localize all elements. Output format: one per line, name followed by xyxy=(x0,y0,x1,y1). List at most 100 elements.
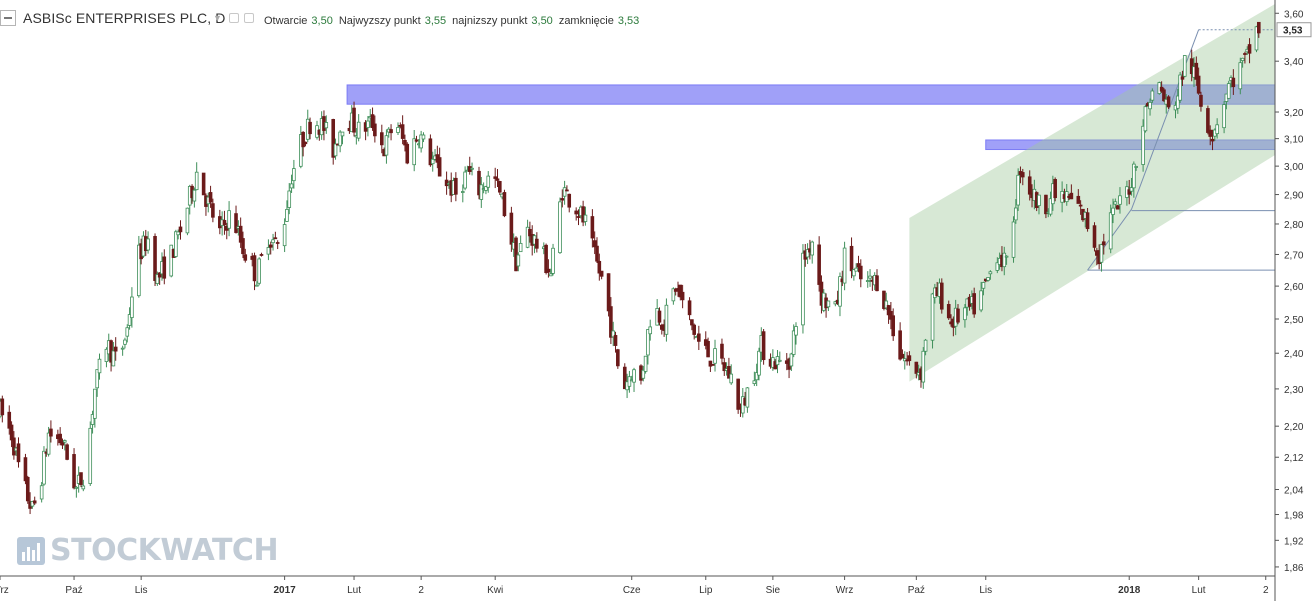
candle-body-down xyxy=(303,141,308,145)
candle xyxy=(1150,88,1155,103)
candle-body-up xyxy=(366,120,370,128)
candle-body-down xyxy=(60,441,65,446)
candle xyxy=(176,229,180,240)
candle xyxy=(299,125,303,169)
candlestick-series xyxy=(0,21,1261,515)
candle-body-up xyxy=(338,131,342,147)
candle xyxy=(1208,125,1213,146)
candle xyxy=(1166,95,1171,110)
candle xyxy=(687,297,692,321)
y-tick-label: 3,40 xyxy=(1284,57,1304,68)
candle-body-down xyxy=(58,433,62,444)
candle xyxy=(333,138,338,160)
symbol-title[interactable]: ASBISc ENTERPRISES PLC, D xyxy=(23,10,226,26)
chevron-down-icon[interactable]: ▼ xyxy=(213,13,222,23)
settings-icon[interactable] xyxy=(244,13,254,23)
candle-body-up xyxy=(1182,55,1187,77)
candle-body-up xyxy=(227,210,231,229)
candle-body-down xyxy=(886,305,891,316)
candle-body-down xyxy=(1085,212,1090,230)
candle xyxy=(95,369,99,397)
candle-body-down xyxy=(275,242,280,244)
candle xyxy=(595,237,599,263)
candle xyxy=(886,304,891,324)
candle xyxy=(1004,255,1009,265)
candle-body-up xyxy=(460,191,465,193)
candle-body-up xyxy=(518,243,523,253)
candle-body-down xyxy=(389,129,393,134)
candle xyxy=(889,301,893,330)
candle-body-down xyxy=(25,476,30,502)
candle xyxy=(865,271,870,288)
candle xyxy=(338,130,342,153)
candle-body-down xyxy=(428,138,433,166)
candle xyxy=(502,189,507,218)
candle xyxy=(597,253,602,281)
candle xyxy=(120,345,125,356)
candle-body-down xyxy=(1162,89,1166,102)
candle-body-down xyxy=(692,324,696,335)
candle xyxy=(1053,177,1057,202)
candle xyxy=(1118,187,1122,214)
candle xyxy=(130,287,134,328)
candle xyxy=(12,431,16,460)
candle-body-up xyxy=(1004,255,1009,258)
candle xyxy=(405,142,410,165)
x-tick-label: Wrz xyxy=(0,585,9,596)
bar-chart-logo-icon xyxy=(17,536,45,565)
candle xyxy=(162,249,167,285)
candle xyxy=(1194,56,1199,86)
candle xyxy=(680,284,685,309)
candle-body-up xyxy=(826,300,831,308)
candle xyxy=(58,427,62,446)
candle-body-down xyxy=(736,378,740,410)
candle xyxy=(370,107,375,131)
candle-body-down xyxy=(1199,94,1203,107)
candle-body-down xyxy=(761,331,766,361)
candle xyxy=(794,322,798,345)
candle-body-down xyxy=(1159,86,1164,92)
candle xyxy=(1085,207,1090,232)
candle-body-up xyxy=(671,288,676,302)
candle-body-up xyxy=(810,241,815,256)
candle xyxy=(697,325,701,351)
candle-body-up xyxy=(551,247,555,274)
candle-body-up xyxy=(838,276,842,307)
x-tick-label: Kwi xyxy=(487,585,503,596)
candle-body-down xyxy=(12,437,16,456)
eye-icon[interactable] xyxy=(229,13,239,23)
candle xyxy=(238,217,243,248)
candle-body-down xyxy=(1115,205,1120,210)
candle xyxy=(914,361,919,379)
collapse-icon[interactable] xyxy=(0,10,16,26)
candle xyxy=(963,304,967,328)
candle-body-up xyxy=(74,486,79,489)
candle xyxy=(1210,129,1215,151)
candle xyxy=(97,353,102,380)
candle-body-up xyxy=(95,369,99,389)
candle xyxy=(241,231,245,259)
candle-body-down xyxy=(722,362,727,372)
candle xyxy=(1141,119,1145,172)
candle xyxy=(400,115,405,145)
candle xyxy=(599,270,604,280)
candle-body-down xyxy=(23,457,28,482)
candle-body-down xyxy=(673,288,678,292)
candle xyxy=(627,370,632,393)
candle xyxy=(1180,70,1185,86)
candle-body-down xyxy=(875,275,879,292)
candle-body-down xyxy=(498,181,502,193)
candle-body-up xyxy=(646,329,650,356)
candle-body-down xyxy=(7,411,12,429)
candle-body-up xyxy=(1148,102,1152,110)
candle xyxy=(613,331,618,353)
candle-body-up xyxy=(421,134,426,140)
candle-body-up xyxy=(1222,104,1226,129)
candle-body-down xyxy=(238,225,243,243)
candle xyxy=(174,229,178,258)
candle xyxy=(234,205,238,234)
candle xyxy=(1134,165,1138,171)
candle-body-up xyxy=(111,350,116,367)
